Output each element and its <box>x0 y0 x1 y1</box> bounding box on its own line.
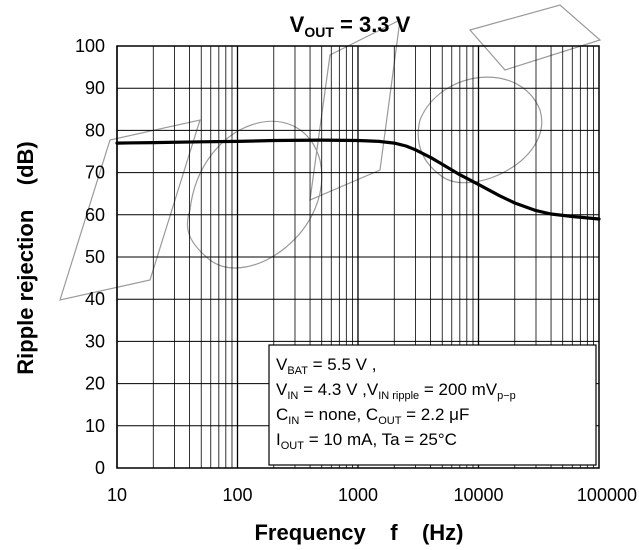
condition-text: IN <box>287 390 298 402</box>
condition-text: = 10 mA, Ta = 25°C <box>304 430 457 449</box>
watermark-shape <box>309 18 401 201</box>
y-tick-label: 100 <box>75 36 105 56</box>
x-tick-label: 100000 <box>577 485 637 505</box>
conditions-box: VBAT = 5.5 V ,VIN = 4.3 V ,VIN ripple = … <box>268 344 597 466</box>
x-tick-label: 1000 <box>338 485 378 505</box>
y-tick-label: 90 <box>85 78 105 98</box>
condition-line: IOUT = 10 mA, Ta = 25°C <box>276 430 457 452</box>
x-tick-label: 10 <box>107 485 127 505</box>
watermark <box>59 4 602 301</box>
condition-text: IN <box>288 415 299 427</box>
condition-line: VIN = 4.3 V ,VIN ripple = 200 mVp−p <box>276 380 516 402</box>
condition-text: = 5.5 V , <box>308 355 377 374</box>
x-tick-label: 100 <box>222 485 252 505</box>
y-tick-label: 10 <box>85 416 105 436</box>
condition-line: CIN = none, COUT = 2.2 μF <box>276 405 469 427</box>
y-tick-label: 0 <box>95 458 105 478</box>
y-axis-title: Ripple rejection (dB) <box>13 141 38 374</box>
series-line <box>115 138 601 221</box>
condition-text: = 200 mV <box>419 380 498 399</box>
y-tick-label: 20 <box>85 374 105 394</box>
condition-text: = 2.2 μF <box>401 405 469 424</box>
condition-text: BAT <box>287 365 308 377</box>
condition-text: = none, C <box>299 405 378 424</box>
condition-text: OUT <box>378 415 402 427</box>
y-tick-label: 50 <box>85 247 105 267</box>
y-tick-label: 30 <box>85 331 105 351</box>
chart-title: VOUT = 3.3 V <box>290 12 411 40</box>
condition-text: V <box>276 380 288 399</box>
condition-text: p−p <box>497 390 516 402</box>
y-tick-label: 80 <box>85 120 105 140</box>
watermark-shape <box>186 120 323 269</box>
watermark-shape <box>468 4 602 71</box>
x-axis-title: Frequency f (Hz) <box>254 520 463 545</box>
y-tick-label: 40 <box>85 289 105 309</box>
series <box>115 138 601 221</box>
condition-text: IN ripple <box>378 390 419 402</box>
y-tick-label: 60 <box>85 205 105 225</box>
watermark-shape <box>59 119 201 301</box>
condition-text: I <box>276 430 281 449</box>
condition-text: V <box>276 355 288 374</box>
watermark-shape <box>417 76 543 184</box>
plot-frame <box>116 45 600 469</box>
condition-line: VBAT = 5.5 V , <box>276 355 376 377</box>
condition-text: OUT <box>281 440 305 452</box>
y-tick-label: 70 <box>85 163 105 183</box>
conditions-box-frame <box>268 344 597 466</box>
x-tick-label: 10000 <box>453 485 503 505</box>
condition-text: C <box>276 405 288 424</box>
condition-text: = 4.3 V ,V <box>298 380 379 399</box>
